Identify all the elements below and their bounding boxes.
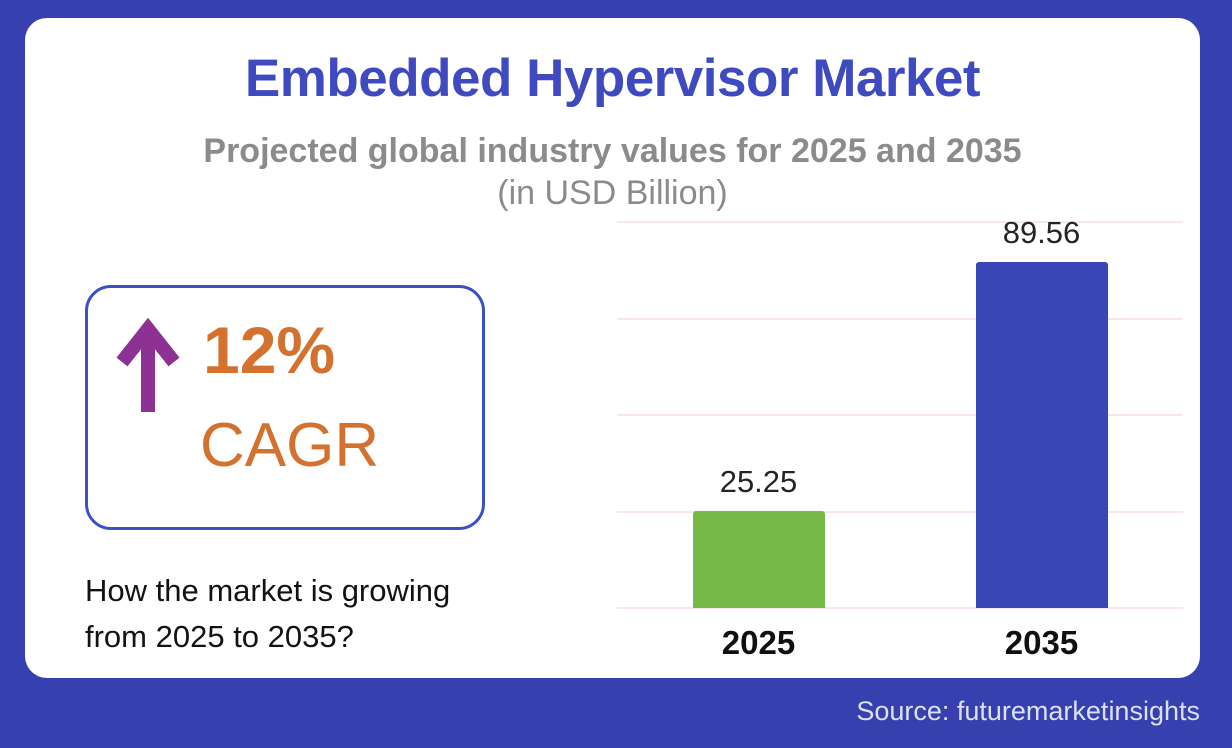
bar-2035 <box>975 262 1108 608</box>
x-axis-label-2025: 2025 <box>721 624 796 661</box>
gridline-25 <box>617 510 1183 513</box>
x-axis-label-2035: 2035 <box>1004 624 1079 661</box>
gridline-0 <box>617 607 1183 609</box>
bar-chart-plot-area: 25.25 2025 89.56 2035 <box>617 216 1183 661</box>
page-title: Embedded Hypervisor Market <box>244 49 981 108</box>
unit-note: (in USD Billion) <box>497 174 728 212</box>
bar-2025 <box>692 510 825 608</box>
cagr-label: CAGR <box>200 411 380 480</box>
gridline-75 <box>617 317 1183 320</box>
gridline-50 <box>617 414 1183 416</box>
question-line-1: How the market is growing <box>85 573 451 608</box>
bar-value-label-2025: 25.25 <box>719 463 798 499</box>
cagr-value: 12% <box>203 313 336 387</box>
question-text: How the market is growing from 2025 to 2… <box>85 568 450 660</box>
gridline-100 <box>617 221 1183 223</box>
bar-value-label-2035: 89.56 <box>1002 215 1081 251</box>
infographic-card: Embedded Hypervisor Market Projected glo… <box>25 18 1200 678</box>
up-arrow-icon <box>116 317 180 412</box>
chart-subtitle: Projected global industry values for 202… <box>203 132 1022 170</box>
question-line-2: from 2025 to 2035? <box>85 619 354 654</box>
cagr-box: 12% CAGR <box>85 285 485 530</box>
source-text: Source: futuremarketinsights <box>856 696 1200 726</box>
